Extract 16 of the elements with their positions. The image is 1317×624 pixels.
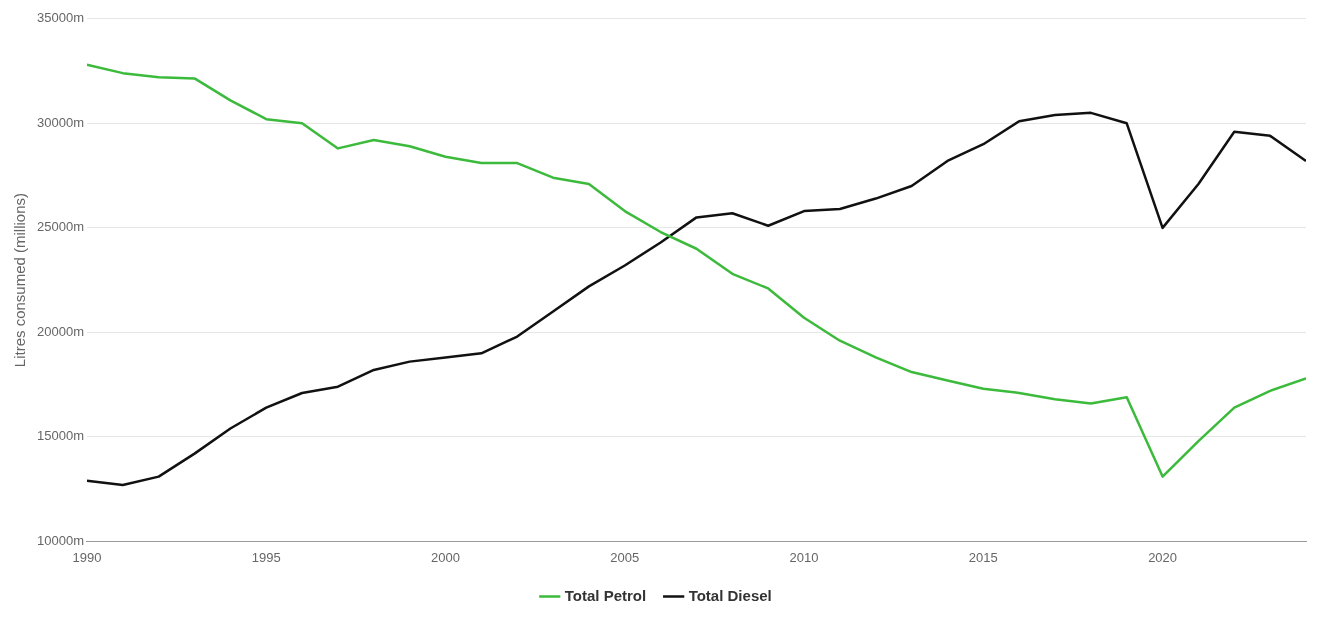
x-tick-label: 1990 [72, 549, 102, 565]
y-tick-label: 15000m [36, 428, 84, 444]
x-tick-label: 2010 [789, 549, 819, 565]
x-tick-label: 2005 [610, 549, 640, 565]
x-tick-label: 2020 [1148, 549, 1178, 565]
y-tick-label: 35000m [36, 10, 84, 26]
y-tick-label: 30000m [36, 114, 84, 130]
y-tick-label: 20000m [36, 323, 84, 339]
y-tick-label: 10000m [36, 532, 84, 548]
y-tick-label: 25000m [36, 219, 84, 235]
x-tick-label: 1995 [251, 549, 281, 565]
legend-label: Total Petrol [564, 586, 647, 604]
legend-label: Total Diesel [688, 586, 772, 604]
x-tick-label: 2000 [431, 549, 460, 565]
y-axis-title: Litres consumed (millions) [11, 192, 29, 368]
x-tick-label: 2015 [968, 549, 998, 565]
